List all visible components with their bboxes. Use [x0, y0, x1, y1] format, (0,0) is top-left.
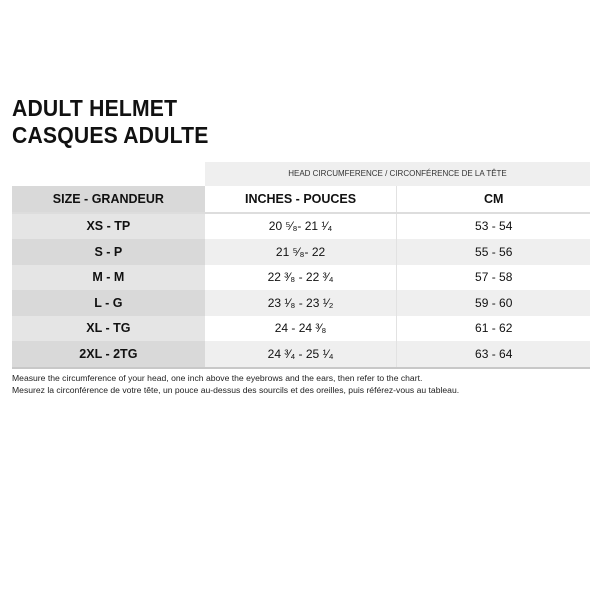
inches-cell: 24 ³⁄₄ - 25 ¹⁄₄: [204, 341, 398, 369]
column-header-inches: INCHES - POUCES: [204, 186, 398, 214]
size-chart-table: SIZE - GRANDEUR INCHES - POUCES CM XS - …: [12, 186, 590, 369]
table-row: XS - TP 20 ⁵⁄₈- 21 ¹⁄₄ 53 - 54: [12, 212, 590, 239]
measurement-note: Measure the circumference of your head, …: [12, 372, 459, 396]
cm-cell: 59 - 60: [396, 290, 590, 316]
title-french: CASQUES ADULTE: [12, 122, 209, 148]
inches-cell: 22 ³⁄₈ - 22 ³⁄₄: [204, 264, 398, 290]
inches-cell: 24 - 24 ³⁄₈: [204, 315, 398, 341]
size-cell: XS - TP: [12, 212, 205, 239]
size-cell: S - P: [12, 239, 205, 265]
page-title: ADULT HELMET CASQUES ADULTE: [12, 95, 209, 149]
table-row: M - M 22 ³⁄₈ - 22 ³⁄₄ 57 - 58: [12, 264, 590, 290]
column-header-size: SIZE - GRANDEUR: [12, 186, 205, 214]
inches-cell: 21 ⁵⁄₈- 22: [204, 239, 398, 265]
header-row: SIZE - GRANDEUR INCHES - POUCES CM: [12, 186, 590, 214]
size-cell: 2XL - 2TG: [12, 341, 205, 369]
title-english: ADULT HELMET: [12, 95, 178, 121]
note-english: Measure the circumference of your head, …: [12, 373, 423, 383]
cm-cell: 63 - 64: [396, 341, 590, 369]
size-cell: L - G: [12, 290, 205, 316]
group-header: HEAD CIRCUMFERENCE / CIRCONFÉRENCE DE LA…: [205, 162, 590, 188]
inches-cell: 20 ⁵⁄₈- 21 ¹⁄₄: [204, 212, 398, 239]
cm-cell: 61 - 62: [396, 315, 590, 341]
size-cell: M - M: [12, 264, 205, 290]
cm-cell: 53 - 54: [396, 212, 590, 239]
table-row: 2XL - 2TG 24 ³⁄₄ - 25 ¹⁄₄ 63 - 64: [12, 341, 590, 369]
cm-cell: 57 - 58: [396, 264, 590, 290]
table-row: L - G 23 ¹⁄₈ - 23 ¹⁄₂ 59 - 60: [12, 290, 590, 316]
cm-cell: 55 - 56: [396, 239, 590, 265]
size-cell: XL - TG: [12, 315, 205, 341]
inches-cell: 23 ¹⁄₈ - 23 ¹⁄₂: [204, 290, 398, 316]
table-row: XL - TG 24 - 24 ³⁄₈ 61 - 62: [12, 315, 590, 341]
table-row: S - P 21 ⁵⁄₈- 22 55 - 56: [12, 239, 590, 265]
column-header-cm: CM: [396, 186, 590, 214]
note-french: Mesurez la circonférence de votre tête, …: [12, 385, 460, 395]
